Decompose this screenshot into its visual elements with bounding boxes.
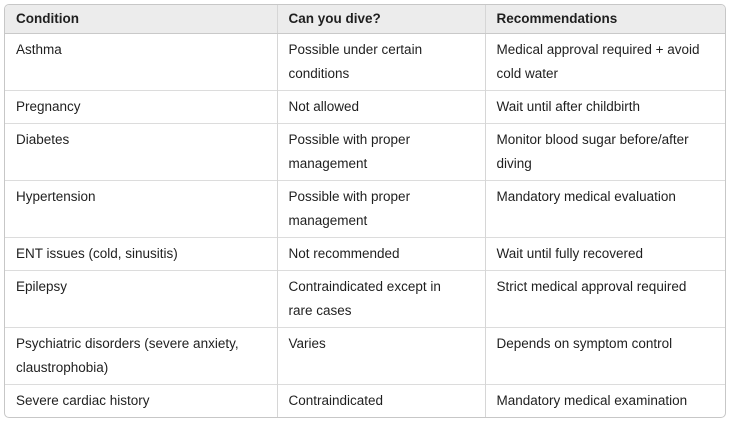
cell-recommendation: Mandatory medical evaluation — [484, 180, 725, 238]
table-row-psychiatric-disorders: Psychiatric disorders (severe anxiety, c… — [5, 327, 725, 385]
cell-condition: Pregnancy — [5, 90, 277, 124]
dive-conditions-table-card: Condition Can you dive? Recommendations … — [4, 4, 726, 418]
cell-can-dive: Possible with proper management — [276, 123, 485, 181]
table-row-severe-cardiac-history: Severe cardiac history Contraindicated M… — [5, 384, 725, 417]
table-row-pregnancy: Pregnancy Not allowed Wait until after c… — [5, 90, 725, 124]
cell-recommendation: Wait until after childbirth — [484, 90, 725, 124]
cell-condition: ENT issues (cold, sinusitis) — [5, 237, 277, 271]
cell-can-dive: Not recommended — [276, 237, 485, 271]
cell-condition: Severe cardiac history — [5, 384, 277, 417]
header-row: Condition Can you dive? Recommendations — [5, 5, 725, 34]
cell-condition: Diabetes — [5, 123, 277, 181]
dive-conditions-table: Condition Can you dive? Recommendations … — [5, 5, 725, 417]
cell-can-dive: Contraindicated except in rare cases — [276, 270, 485, 328]
cell-condition: Asthma — [16, 42, 62, 57]
cell-condition: Hypertension — [5, 180, 277, 238]
table-row-ent-issues: ENT issues (cold, sinusitis) Not recomme… — [5, 237, 725, 271]
column-header-recommendations: Recommendations — [484, 5, 725, 34]
cell-condition: Psychiatric disorders (severe anxiety, c… — [5, 327, 277, 385]
cell-recommendation: Medical approval required + avoid cold w… — [484, 33, 725, 91]
cell-recommendation: Wait until fully recovered — [484, 237, 725, 271]
cell-recommendation: Monitor blood sugar before/after diving — [484, 123, 725, 181]
table-row-hypertension: Hypertension Possible with proper manage… — [5, 180, 725, 238]
cell-can-dive: Varies — [276, 327, 485, 385]
cell-can-dive: Possible with proper management — [276, 180, 485, 238]
column-header-can-you-dive: Can you dive? — [276, 5, 485, 34]
cell-can-dive: Contraindicated — [276, 384, 485, 417]
table-row-diabetes: Diabetes Possible with proper management… — [5, 123, 725, 181]
cell-recommendation: Strict medical approval required — [484, 270, 725, 328]
table-row-epilepsy: Epilepsy Contraindicated except in rare … — [5, 270, 725, 328]
cell-can-dive: Not allowed — [276, 90, 485, 124]
cell-recommendation: Mandatory medical examination — [484, 384, 725, 417]
cell-can-dive: Possible under certain conditions — [276, 33, 485, 91]
column-header-condition: Condition — [5, 5, 277, 34]
table-row-asthma: Asthma Possible under certain conditions… — [5, 33, 725, 91]
cell-condition: Epilepsy — [5, 270, 277, 328]
cell-recommendation: Depends on symptom control — [484, 327, 725, 385]
